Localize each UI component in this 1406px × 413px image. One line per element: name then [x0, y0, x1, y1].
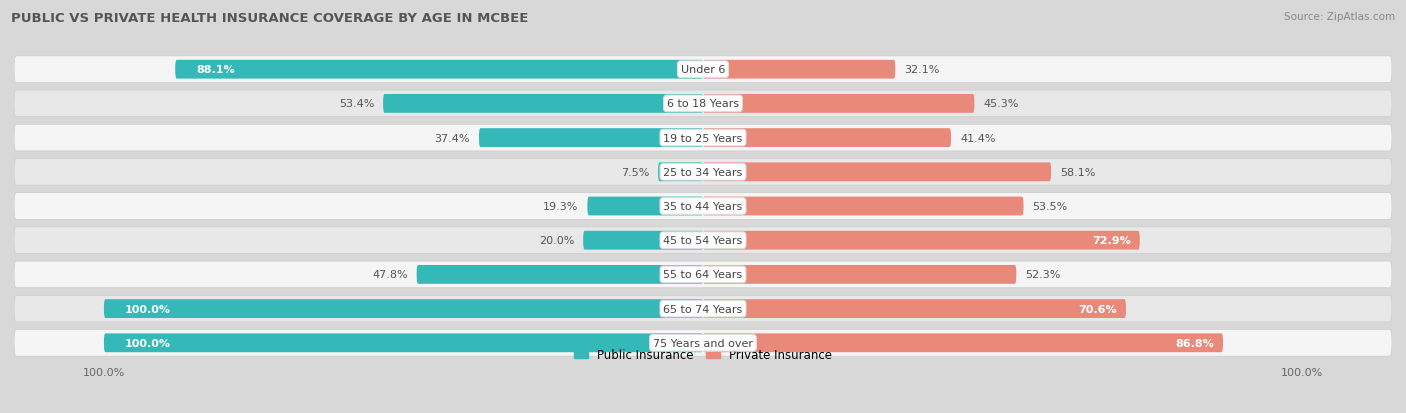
Text: 19 to 25 Years: 19 to 25 Years	[664, 133, 742, 143]
Text: 37.4%: 37.4%	[434, 133, 470, 143]
FancyBboxPatch shape	[658, 163, 703, 182]
Text: 86.8%: 86.8%	[1175, 338, 1213, 348]
Text: 47.8%: 47.8%	[373, 270, 408, 280]
Text: 20.0%: 20.0%	[538, 236, 574, 246]
Text: 55 to 64 Years: 55 to 64 Years	[664, 270, 742, 280]
FancyBboxPatch shape	[176, 61, 703, 79]
Text: Under 6: Under 6	[681, 65, 725, 75]
FancyBboxPatch shape	[382, 95, 703, 114]
FancyBboxPatch shape	[703, 299, 1126, 318]
FancyBboxPatch shape	[703, 231, 1140, 250]
Text: 72.9%: 72.9%	[1092, 236, 1130, 246]
FancyBboxPatch shape	[14, 125, 1392, 152]
FancyBboxPatch shape	[703, 61, 896, 79]
FancyBboxPatch shape	[14, 57, 1392, 83]
Text: 58.1%: 58.1%	[1060, 167, 1095, 177]
Legend: Public Insurance, Private Insurance: Public Insurance, Private Insurance	[574, 348, 832, 361]
Text: 52.3%: 52.3%	[1025, 270, 1060, 280]
FancyBboxPatch shape	[479, 129, 703, 148]
FancyBboxPatch shape	[703, 265, 1017, 284]
FancyBboxPatch shape	[703, 334, 1223, 352]
Text: 100.0%: 100.0%	[125, 304, 172, 314]
FancyBboxPatch shape	[14, 193, 1392, 220]
Text: Source: ZipAtlas.com: Source: ZipAtlas.com	[1284, 12, 1395, 22]
Text: 53.4%: 53.4%	[339, 99, 374, 109]
FancyBboxPatch shape	[104, 334, 703, 352]
Text: 19.3%: 19.3%	[543, 202, 578, 211]
Text: 25 to 34 Years: 25 to 34 Years	[664, 167, 742, 177]
FancyBboxPatch shape	[104, 299, 703, 318]
FancyBboxPatch shape	[14, 296, 1392, 322]
FancyBboxPatch shape	[14, 330, 1392, 356]
Text: 65 to 74 Years: 65 to 74 Years	[664, 304, 742, 314]
FancyBboxPatch shape	[14, 91, 1392, 117]
Text: 32.1%: 32.1%	[904, 65, 939, 75]
Text: PUBLIC VS PRIVATE HEALTH INSURANCE COVERAGE BY AGE IN MCBEE: PUBLIC VS PRIVATE HEALTH INSURANCE COVER…	[11, 12, 529, 25]
Text: 70.6%: 70.6%	[1078, 304, 1116, 314]
FancyBboxPatch shape	[14, 227, 1392, 254]
FancyBboxPatch shape	[703, 95, 974, 114]
FancyBboxPatch shape	[703, 129, 950, 148]
Text: 75 Years and over: 75 Years and over	[652, 338, 754, 348]
Text: 41.4%: 41.4%	[960, 133, 995, 143]
Text: 100.0%: 100.0%	[125, 338, 172, 348]
Text: 88.1%: 88.1%	[197, 65, 235, 75]
Text: 53.5%: 53.5%	[1032, 202, 1067, 211]
Text: 35 to 44 Years: 35 to 44 Years	[664, 202, 742, 211]
Text: 45 to 54 Years: 45 to 54 Years	[664, 236, 742, 246]
Text: 6 to 18 Years: 6 to 18 Years	[666, 99, 740, 109]
FancyBboxPatch shape	[416, 265, 703, 284]
FancyBboxPatch shape	[588, 197, 703, 216]
FancyBboxPatch shape	[583, 231, 703, 250]
Text: 7.5%: 7.5%	[620, 167, 650, 177]
FancyBboxPatch shape	[14, 159, 1392, 186]
FancyBboxPatch shape	[703, 197, 1024, 216]
FancyBboxPatch shape	[14, 261, 1392, 288]
Text: 45.3%: 45.3%	[983, 99, 1019, 109]
FancyBboxPatch shape	[703, 163, 1052, 182]
